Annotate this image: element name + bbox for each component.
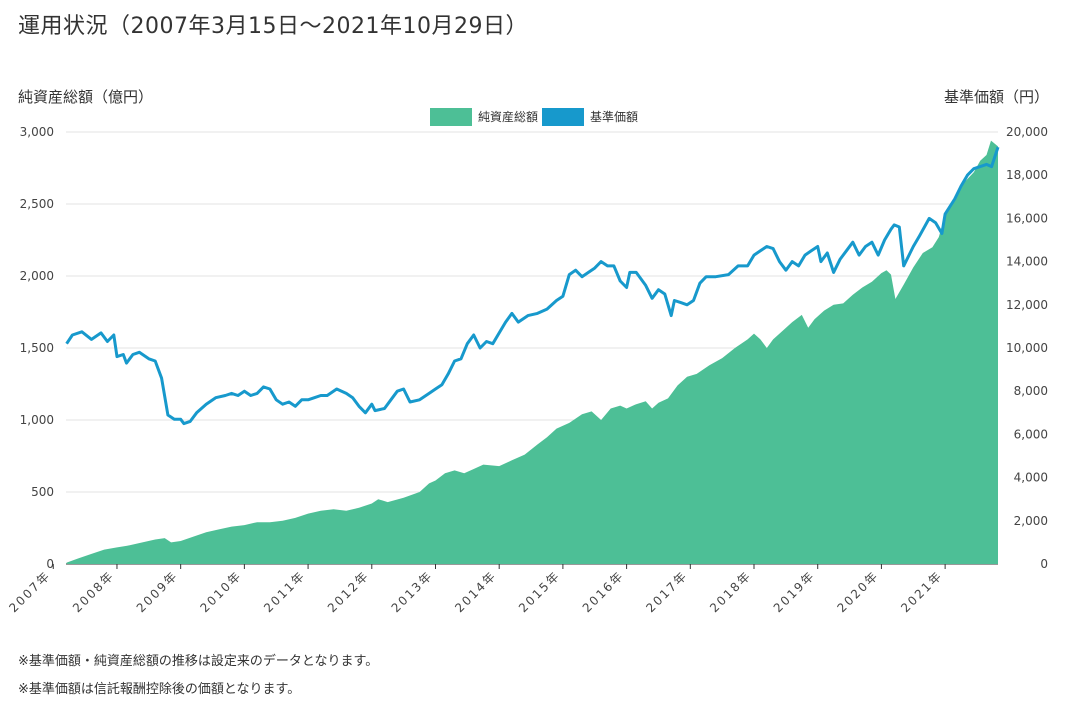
x-tick-label: 2018年 [707, 568, 754, 615]
x-tick-label: 2009年 [134, 568, 181, 615]
left-y-tick-label: 3,000 [20, 125, 54, 139]
left-y-tick-label: 2,000 [20, 269, 54, 283]
left-y-axis-ticks: 0 500 1,000 1,500 2,000 2,500 3,000 [20, 125, 54, 571]
x-tick-label: 2011年 [261, 568, 308, 615]
right-y-tick-label: 0 [1040, 557, 1048, 571]
x-tick-label: 2016年 [580, 568, 627, 615]
x-tick-label: 2008年 [70, 568, 117, 615]
note-1: ※基準価額・純資産総額の推移は設定来のデータとなります。 [18, 654, 379, 669]
legend-label: 基準価額 [590, 109, 638, 124]
left-y-tick-label: 500 [31, 485, 54, 499]
x-tick-label: 2020年 [834, 568, 881, 615]
x-tick-label: 2013年 [389, 568, 436, 615]
x-tick-label: 2021年 [898, 568, 945, 615]
right-y-tick-label: 10,000 [1006, 341, 1048, 355]
page-title: 運用状況（2007年3月15日〜2021年10月29日） [18, 14, 528, 39]
right-y-tick-label: 18,000 [1006, 168, 1048, 182]
right-y-tick-label: 8,000 [1014, 384, 1048, 398]
fund-performance-chart: 0 500 1,000 1,500 2,000 2,500 3,000 0 2,000 4,00… [6, 108, 1048, 615]
left-y-tick-label: 2,500 [20, 197, 54, 211]
x-axis-ticks: 2007年 2008年 2009年 2010年 2011年 2012年 2013年 2014年… [6, 564, 946, 615]
right-y-tick-label: 20,000 [1006, 125, 1048, 139]
x-tick-label: 2017年 [643, 568, 690, 615]
x-tick-label: 2014年 [452, 568, 499, 615]
chart-legend: 純資産総額 基準価額 [430, 108, 638, 126]
left-y-tick-label: 0 [46, 557, 54, 571]
series-net-assets [66, 140, 999, 564]
legend-swatch [430, 108, 472, 126]
x-tick-label: 2019年 [771, 568, 818, 615]
series-nav [65, 146, 1000, 426]
nav-line [65, 146, 1000, 426]
legend-label: 純資産総額 [478, 109, 538, 124]
legend-swatch [542, 108, 584, 126]
right-y-tick-label: 14,000 [1006, 255, 1048, 269]
x-tick-label: 2010年 [197, 568, 244, 615]
x-tick-label: 2007年 [6, 568, 53, 615]
net-assets-area [66, 140, 999, 564]
left-y-tick-label: 1,500 [20, 341, 54, 355]
right-y-tick-label: 12,000 [1006, 298, 1048, 312]
right-y-tick-label: 2,000 [1014, 514, 1048, 528]
left-y-tick-label: 1,000 [20, 413, 54, 427]
right-y-tick-label: 4,000 [1014, 471, 1048, 485]
right-y-axis-ticks: 0 2,000 4,000 6,000 8,000 10,000 12,000 14,000 1… [1006, 125, 1048, 571]
x-tick-label: 2015年 [516, 568, 563, 615]
right-axis-title: 基準価額（円） [943, 88, 1049, 106]
x-tick-label: 2012年 [325, 568, 372, 615]
right-y-tick-label: 6,000 [1014, 427, 1048, 441]
right-y-tick-label: 16,000 [1006, 211, 1048, 225]
left-axis-title: 純資産総額（億円） [18, 88, 154, 106]
note-2: ※基準価額は信託報酬控除後の価額となります。 [18, 682, 301, 697]
